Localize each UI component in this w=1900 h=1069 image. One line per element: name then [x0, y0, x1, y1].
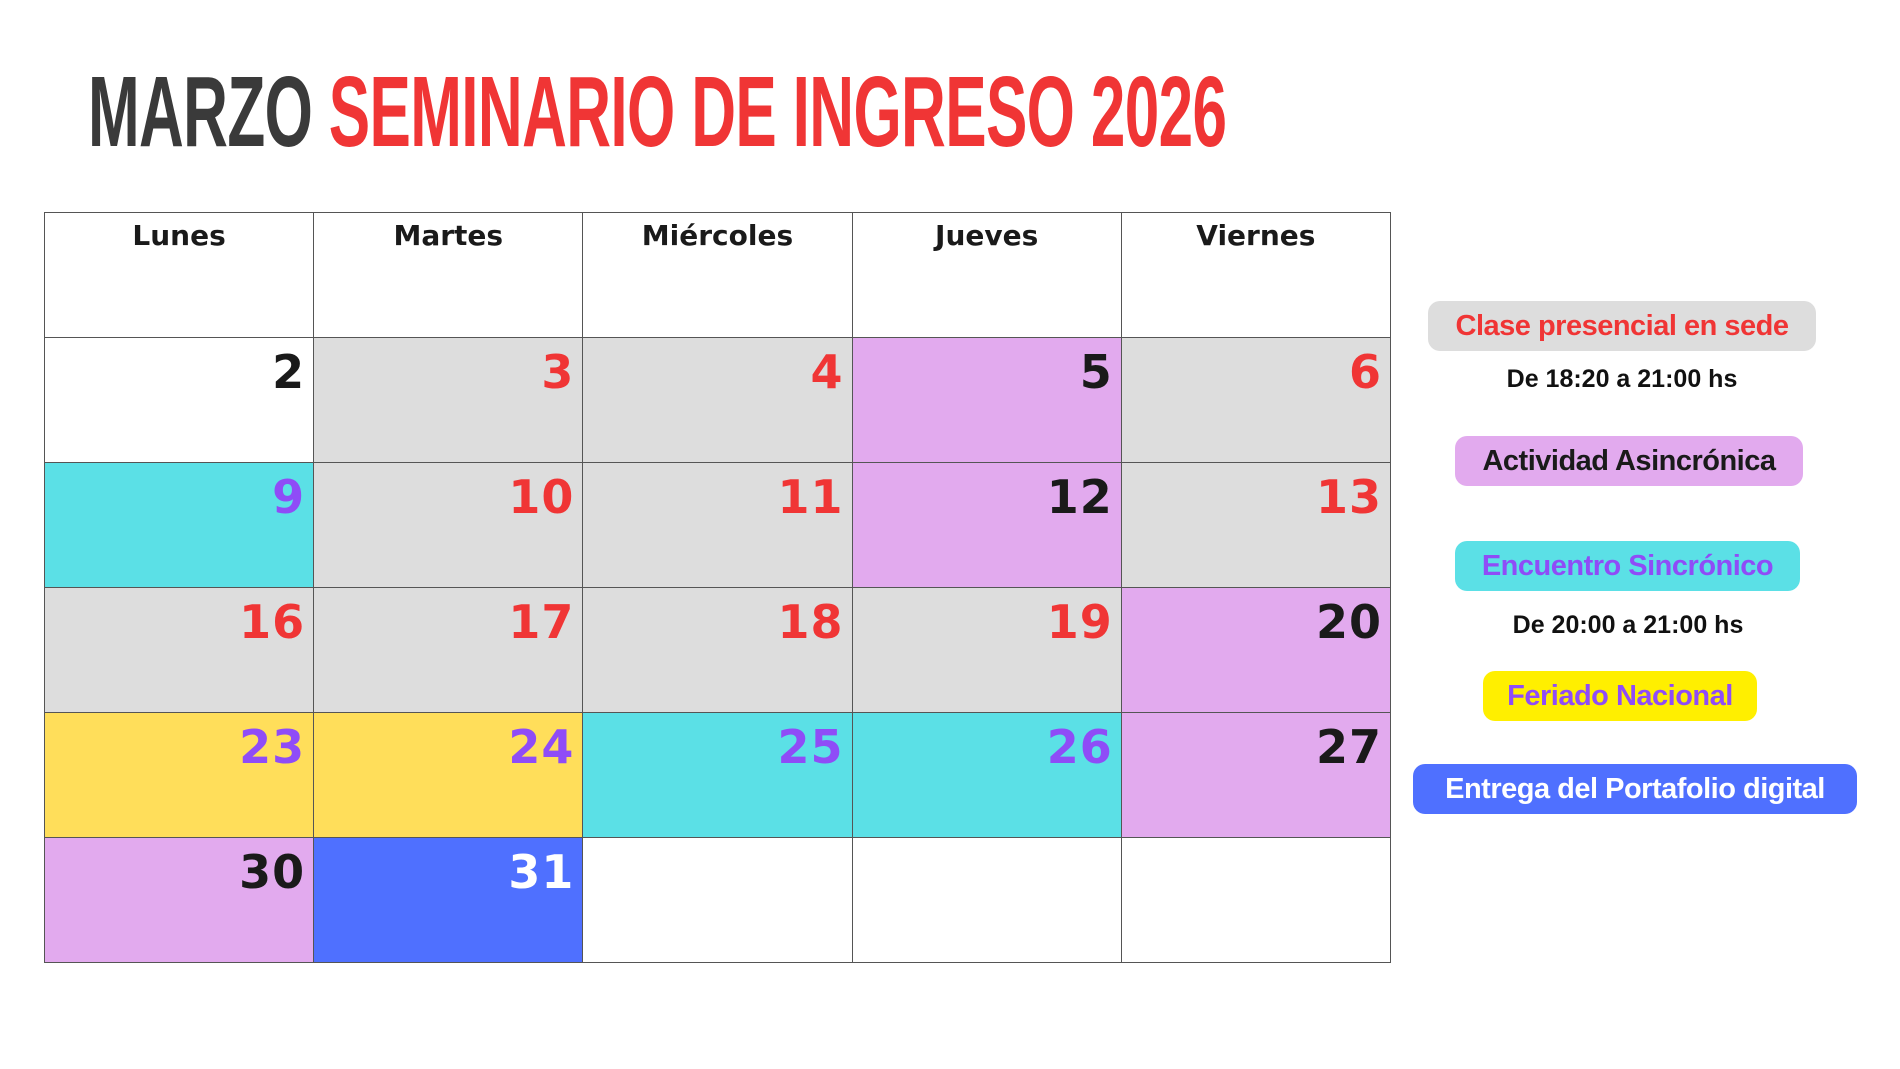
day-cell-18: 18 — [582, 587, 853, 713]
legend-asincronica: Actividad Asincrónica — [1455, 436, 1803, 486]
weekday-header-martes: Martes — [313, 212, 584, 338]
weekday-header-lunes: Lunes — [43, 212, 315, 338]
week-row: 30 31 — [43, 837, 1392, 963]
legend-portafolio: Entrega del Portafolio digital — [1413, 764, 1857, 814]
day-cell-9: 9 — [43, 462, 315, 588]
empty-day-cell — [582, 837, 853, 963]
day-cell-12: 12 — [851, 462, 1122, 588]
day-cell-20: 20 — [1120, 587, 1392, 713]
day-cell-24: 24 — [313, 712, 584, 838]
week-row: 9 10 11 12 13 — [43, 462, 1392, 588]
day-cell-11: 11 — [582, 462, 853, 588]
legend-presencial-schedule: De 18:20 a 21:00 hs — [1506, 365, 1738, 393]
day-cell-4: 4 — [582, 337, 853, 463]
legend-feriado: Feriado Nacional — [1483, 671, 1757, 721]
day-cell-13: 13 — [1120, 462, 1392, 588]
day-cell-3: 3 — [313, 337, 584, 463]
day-cell-19: 19 — [851, 587, 1122, 713]
day-cell-2: 2 — [43, 337, 315, 463]
week-row: 23 24 25 26 27 — [43, 712, 1392, 838]
legend-presencial: Clase presencial en sede — [1428, 301, 1816, 351]
legend-sincronico-schedule: De 20:00 a 21:00 hs — [1512, 611, 1744, 639]
empty-day-cell — [1120, 837, 1392, 963]
weekday-header-miercoles: Miércoles — [582, 212, 853, 338]
title-month: MARZO — [88, 56, 313, 168]
weekday-header-jueves: Jueves — [851, 212, 1122, 338]
empty-day-cell — [851, 837, 1122, 963]
day-cell-6: 6 — [1120, 337, 1392, 463]
day-cell-26: 26 — [851, 712, 1122, 838]
day-cell-5: 5 — [851, 337, 1122, 463]
day-cell-17: 17 — [313, 587, 584, 713]
day-cell-27: 27 — [1120, 712, 1392, 838]
day-cell-16: 16 — [43, 587, 315, 713]
title-seminar: SEMINARIO DE INGRESO 2026 — [328, 56, 1227, 168]
page-title: MARZO SEMINARIO DE INGRESO 2026 — [88, 52, 1227, 172]
day-cell-25: 25 — [582, 712, 853, 838]
week-row: 16 17 18 19 20 — [43, 587, 1392, 713]
day-cell-31: 31 — [313, 837, 584, 963]
legend-sincronico: Encuentro Sincrónico — [1455, 541, 1800, 591]
calendar-body: 2 3 4 5 6 9 10 11 12 13 16 17 18 19 20 23 24 25 26 27 30 31 — [43, 337, 1392, 963]
day-cell-30: 30 — [43, 837, 315, 963]
day-cell-10: 10 — [313, 462, 584, 588]
weekday-header-viernes: Viernes — [1120, 212, 1392, 338]
weekday-header-row: Lunes Martes Miércoles Jueves Viernes — [43, 212, 1392, 338]
day-cell-23: 23 — [43, 712, 315, 838]
